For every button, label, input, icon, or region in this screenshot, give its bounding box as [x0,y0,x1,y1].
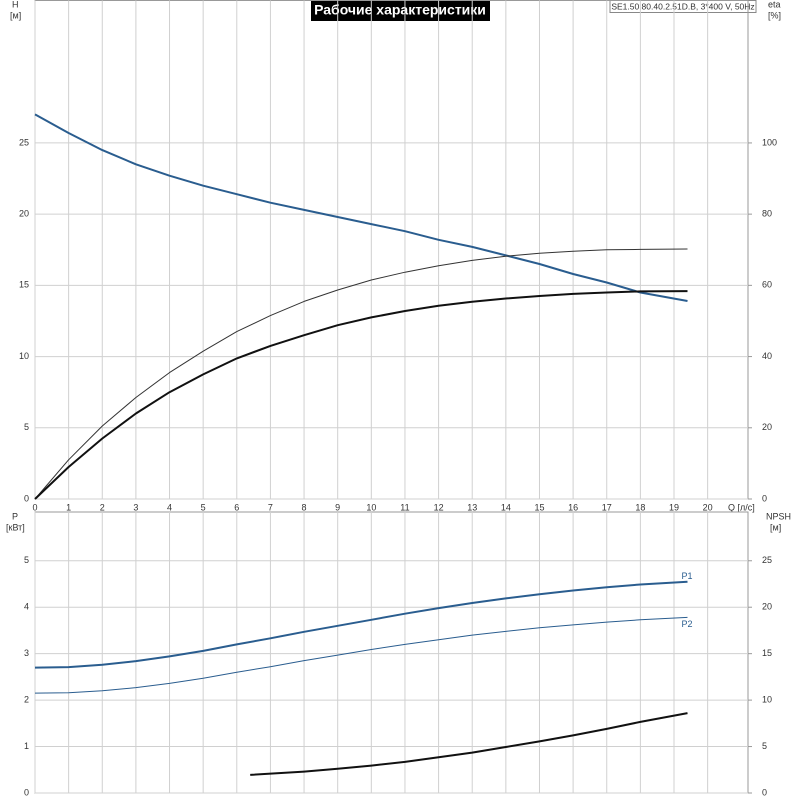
model-label: SE1.50.80.40.2.51D.B, 3*400 V, 50Hz [611,1,754,11]
y-tick-label: 0 [24,493,29,503]
x-tick-label: 2 [100,502,105,512]
x-tick-label: 11 [400,502,409,512]
y2-tick-label: 80 [762,209,772,219]
y2-tick-label: 10 [762,694,772,704]
series-label: P1 [681,571,692,581]
chart-title: Рабочие характеристики [314,2,486,18]
y2-tick-label: 0 [762,787,767,797]
x-tick-label: 8 [302,502,307,512]
y-axis-label: H [12,0,19,9]
y2-tick-label: 25 [762,555,772,565]
y2-tick-label: 15 [762,648,772,658]
x-tick-label: 1 [66,502,71,512]
x-tick-label: 10 [366,502,376,512]
y2-axis-unit: [м] [770,522,781,532]
x-tick-label: 6 [234,502,239,512]
x-tick-label: 17 [602,502,612,512]
series-line [34,616,688,694]
x-tick-label: 15 [534,502,544,512]
series-line [34,290,688,500]
series-line [34,113,688,302]
x-tick-label: 0 [32,502,37,512]
series-line [34,248,688,500]
y-axis-unit: [м] [10,10,21,20]
x-tick-label: 4 [167,502,172,512]
y2-tick-label: 60 [762,280,772,290]
x-tick-label: 7 [268,502,273,512]
y-tick-label: 0 [24,787,29,797]
x-tick-label: 3 [133,502,138,512]
y-axis-unit: [кВт] [6,522,25,532]
x-tick-label: 13 [467,502,477,512]
y-tick-label: 5 [24,555,29,565]
y-axis-label: P [12,511,18,521]
x-tick-label: 14 [501,502,511,512]
series-line [34,580,688,669]
y2-tick-label: 0 [762,493,767,503]
series-line [250,712,688,776]
y2-tick-label: 5 [762,741,767,751]
y-tick-label: 5 [24,422,29,432]
x-tick-label: 12 [434,502,444,512]
y-tick-label: 25 [19,137,29,147]
y-tick-label: 3 [24,648,29,658]
x-tick-label: 5 [201,502,206,512]
y2-tick-label: 20 [762,422,772,432]
y-tick-label: 15 [19,280,29,290]
y-tick-label: 10 [19,351,29,361]
series-label: P2 [681,619,692,629]
x-tick-label: 18 [635,502,645,512]
y2-tick-label: 40 [762,351,772,361]
y2-tick-label: 100 [762,137,777,147]
y2-axis-unit: [%] [768,10,781,20]
y-tick-label: 2 [24,694,29,704]
y-tick-label: 4 [24,602,29,612]
x-tick-label: 19 [669,502,679,512]
y2-axis-label: eta [768,0,781,9]
y2-axis-label: NPSH [766,511,791,521]
x-tick-label: 20 [703,502,713,512]
title-box [311,0,490,21]
x-tick-label: 9 [335,502,340,512]
plot-frame [34,511,749,794]
y2-tick-label: 20 [762,602,772,612]
x-tick-label: 16 [568,502,578,512]
y-tick-label: 20 [19,209,29,219]
x-axis-label: Q [л/с] [728,502,755,512]
y-tick-label: 1 [24,741,29,751]
